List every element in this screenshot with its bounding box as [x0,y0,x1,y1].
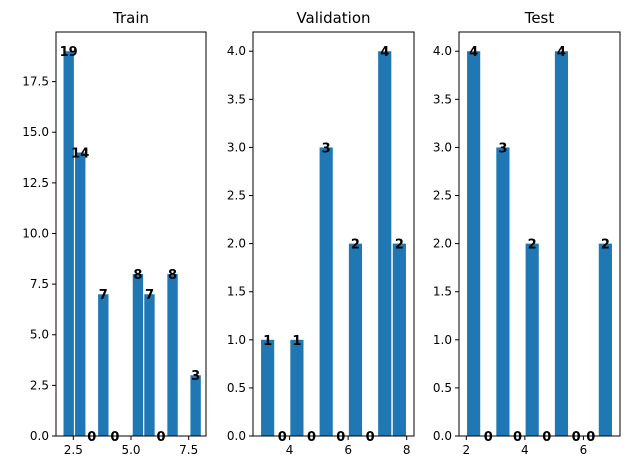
y-tick-label: 4.0 [433,44,452,58]
bar-label: 0 [87,430,96,445]
x-tick-label: 4 [521,443,529,457]
bar-label: 4 [557,45,566,60]
bar [290,339,304,436]
y-tick-label: 2.0 [227,237,246,251]
bar [190,375,201,436]
bar-label: 4 [469,45,478,60]
x-tick-label: 7.5 [179,443,198,457]
bar-label: 3 [498,141,507,156]
bar [319,147,333,436]
y-tick-label: 3.5 [433,92,452,106]
bar-label: 1 [292,334,301,349]
chart-title: Test [524,9,555,27]
axes-frame [458,31,621,437]
bar-label: 0 [307,430,316,445]
bar-label: 2 [528,238,537,253]
bar [63,51,74,436]
bar [378,51,392,436]
bar [75,152,86,437]
y-tick-label: 2.5 [30,378,49,392]
y-tick-label: 2.0 [433,237,452,251]
y-tick-label: 3.0 [227,140,246,154]
y-tick-label: 0.0 [30,429,49,443]
y-tick-label: 2.5 [433,189,452,203]
bar-label: 2 [351,238,360,253]
y-tick-label: 1.0 [433,333,452,347]
bar [132,273,144,436]
x-tick-label: 2.5 [64,443,83,457]
bar-label: 0 [542,430,551,445]
bar-label: 0 [366,430,375,445]
y-tick-label: 17.5 [22,75,49,89]
bar-label: 7 [145,288,154,303]
bar [496,147,510,436]
chart-title: Train [112,9,149,27]
x-tick-label: 8 [403,443,411,457]
y-tick-label: 0.0 [433,429,452,443]
x-tick-label: 6 [344,443,352,457]
bar-label: 2 [395,238,404,253]
bar [598,243,612,436]
bar [98,294,109,436]
bar [144,294,155,436]
bar-label: 0 [278,430,287,445]
chart-title: Validation [296,9,370,27]
bar [392,243,406,436]
bar-label: 0 [513,430,522,445]
y-tick-label: 0.5 [227,381,246,395]
bar-label: 4 [380,45,389,60]
y-tick-label: 5.0 [30,328,49,342]
bar-label: 8 [168,268,177,283]
y-tick-label: 1.5 [227,285,246,299]
y-tick-label: 3.5 [227,92,246,106]
bar-label: 3 [191,369,200,384]
bar-label: 1 [263,334,272,349]
y-tick-label: 0.5 [433,381,452,395]
bar-label: 0 [484,430,493,445]
y-tick-label: 4.0 [227,44,246,58]
bar [554,51,569,436]
bar-label: 3 [322,141,331,156]
y-tick-label: 0.0 [227,429,246,443]
axes-frame [252,31,415,437]
y-tick-label: 1.5 [433,285,452,299]
bar-label: 0 [336,430,345,445]
x-tick-label: 4 [286,443,294,457]
bar-label: 8 [133,268,142,283]
bar-label: 7 [99,288,108,303]
bar [348,243,363,436]
bar [167,273,178,436]
bar-label: 0 [586,430,595,445]
y-tick-label: 3.0 [433,140,452,154]
y-tick-label: 2.5 [227,189,246,203]
bar-label: 2 [601,238,610,253]
x-tick-label: 6 [580,443,588,457]
y-tick-label: 1.0 [227,333,246,347]
bar [261,339,275,436]
y-tick-label: 12.5 [22,176,49,190]
bar-label: 0 [110,430,119,445]
bar [467,51,481,436]
y-tick-label: 10.0 [22,226,49,240]
x-tick-label: 2 [462,443,470,457]
x-tick-label: 5.0 [121,443,140,457]
y-tick-label: 7.5 [30,277,49,291]
bar-label: 14 [71,146,89,161]
y-tick-label: 15.0 [22,125,49,139]
bar-label: 0 [572,430,581,445]
bar [525,243,539,436]
bar-label: 0 [156,430,165,445]
bar-label: 19 [60,45,78,60]
